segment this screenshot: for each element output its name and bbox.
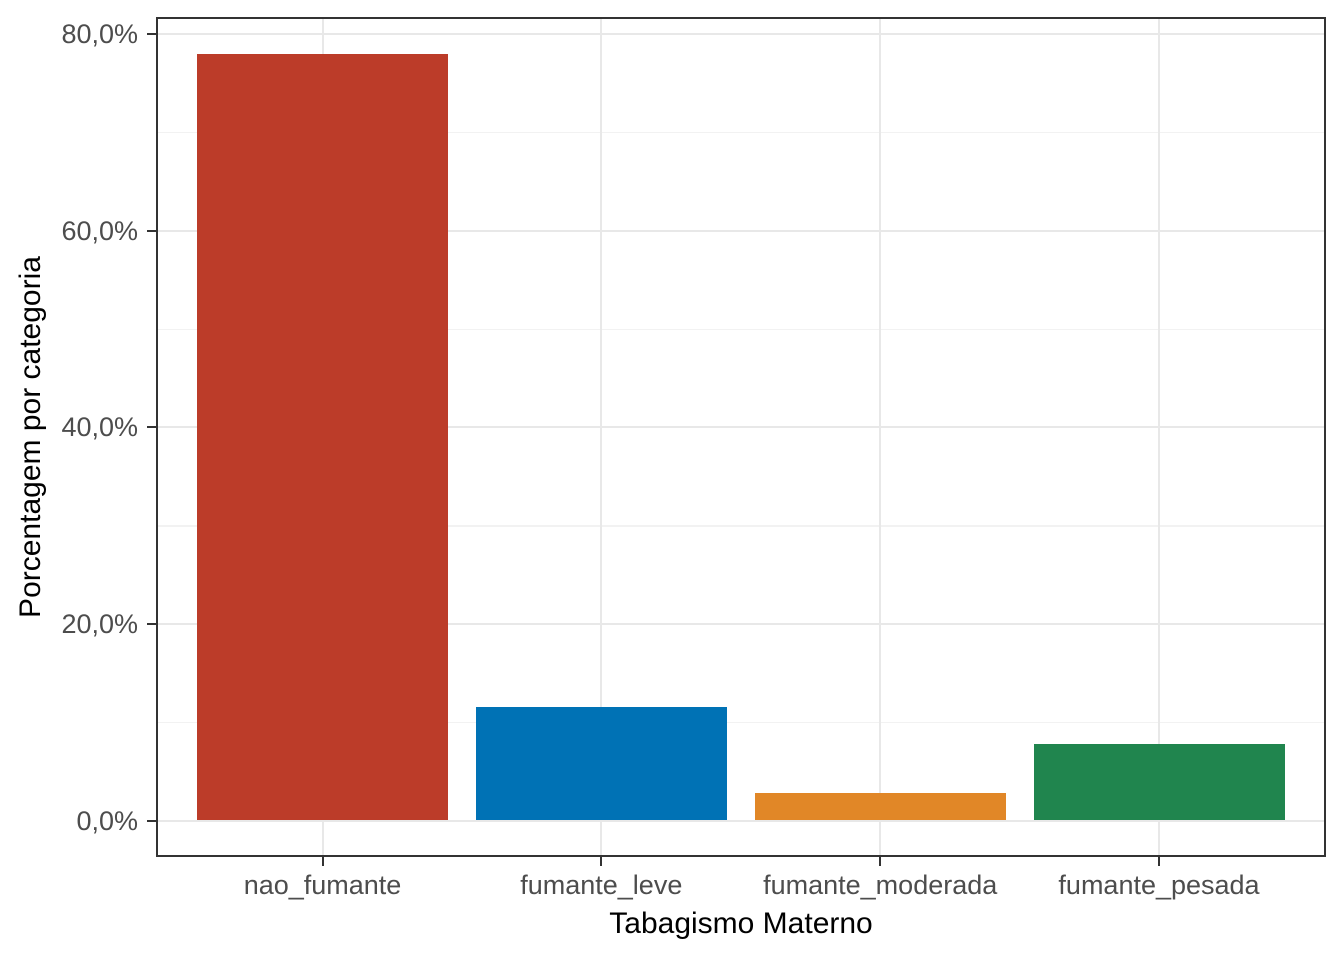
y-tick-label: 20,0% — [61, 608, 138, 639]
gridline-major-y — [156, 229, 1326, 232]
x-tick-mark — [879, 857, 882, 866]
plot-panel — [156, 17, 1326, 857]
x-tick-label: fumante_pesada — [1058, 870, 1260, 900]
x-tick-mark — [1158, 857, 1160, 866]
gridline-major-x — [600, 17, 603, 857]
x-tick-mark — [321, 857, 324, 866]
gridline-minor-y — [156, 721, 1326, 724]
gridline-major-x — [879, 17, 882, 857]
x-tick-label: fumante_leve — [520, 870, 683, 900]
y-tick-mark — [147, 229, 156, 232]
gridline-minor-y — [156, 131, 1326, 134]
bar-fumante_leve — [475, 707, 727, 821]
y-tick-label: 40,0% — [61, 412, 138, 443]
gridline-major-y — [156, 622, 1326, 625]
x-tick-label: nao_fumante — [243, 870, 402, 900]
gridline-minor-y — [156, 328, 1326, 330]
y-tick-mark — [147, 819, 156, 822]
gridline-major-y — [156, 426, 1326, 429]
y-tick-label: 60,0% — [61, 215, 138, 246]
x-tick-label: fumante_moderada — [763, 870, 998, 900]
gridline-major-y — [156, 33, 1326, 36]
y-tick-mark — [147, 33, 156, 36]
y-tick-mark — [147, 622, 156, 625]
y-tick-label: 80,0% — [61, 19, 138, 50]
y-axis-title: Porcentagem por categoria — [14, 256, 47, 618]
gridline-major-y — [156, 819, 1326, 822]
gridline-major-x — [1158, 17, 1160, 857]
x-axis-title: Tabagismo Materno — [609, 907, 873, 940]
gridline-minor-y — [156, 525, 1326, 527]
y-tick-label: 0,0% — [76, 805, 138, 836]
bar-fumante_pesada — [1033, 743, 1285, 821]
y-tick-mark — [147, 426, 156, 429]
x-tick-mark — [600, 857, 603, 866]
bar-nao_fumante — [197, 53, 448, 821]
bar-fumante_moderada — [754, 792, 1006, 821]
